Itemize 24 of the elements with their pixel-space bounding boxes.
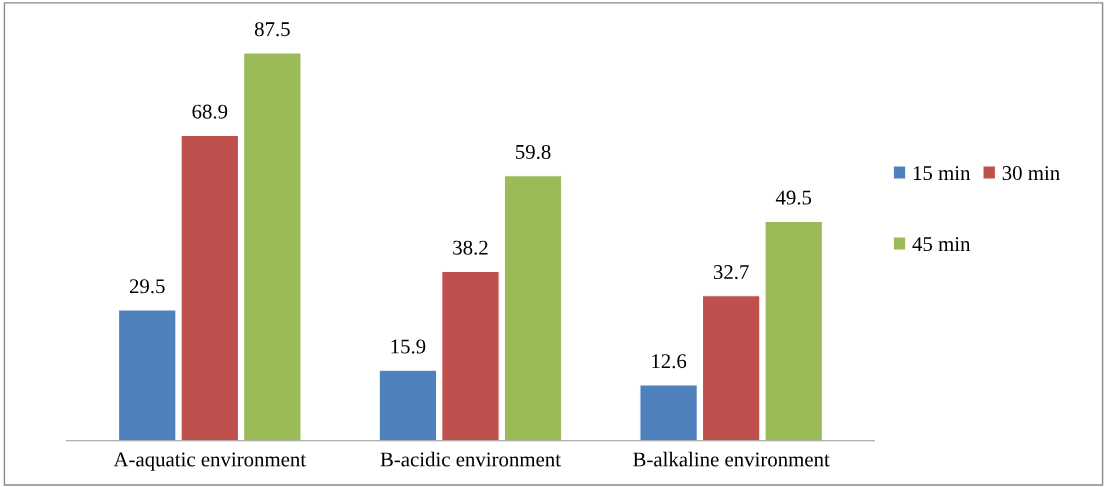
data-label: 68.9	[192, 104, 228, 119]
data-label: 59.8	[516, 144, 551, 160]
data-label: 49.5	[775, 190, 812, 205]
x-tick-label: B-alkaline environment	[633, 451, 830, 467]
data-label: 15.9	[391, 339, 426, 354]
bar	[701, 295, 761, 441]
x-tick-label: B-acidic environment	[380, 451, 561, 467]
bar	[639, 384, 698, 441]
bar	[503, 175, 563, 441]
data-label: 12.6	[652, 354, 687, 369]
data-label: 38.2	[453, 240, 488, 255]
legend-label: 15 min	[913, 166, 971, 181]
legend-label: 30 min	[1002, 166, 1060, 181]
bar	[118, 309, 177, 441]
data-label: 87.5	[254, 22, 290, 37]
bar	[243, 52, 302, 441]
data-label: 32.7	[713, 265, 749, 280]
bar	[180, 134, 240, 441]
x-tick-label: A-aquatic environment	[113, 452, 306, 471]
data-label: 29.5	[129, 279, 165, 294]
bar	[441, 270, 500, 441]
bar	[764, 220, 823, 441]
legend-label: 45 min	[912, 237, 971, 252]
bar	[378, 369, 438, 441]
